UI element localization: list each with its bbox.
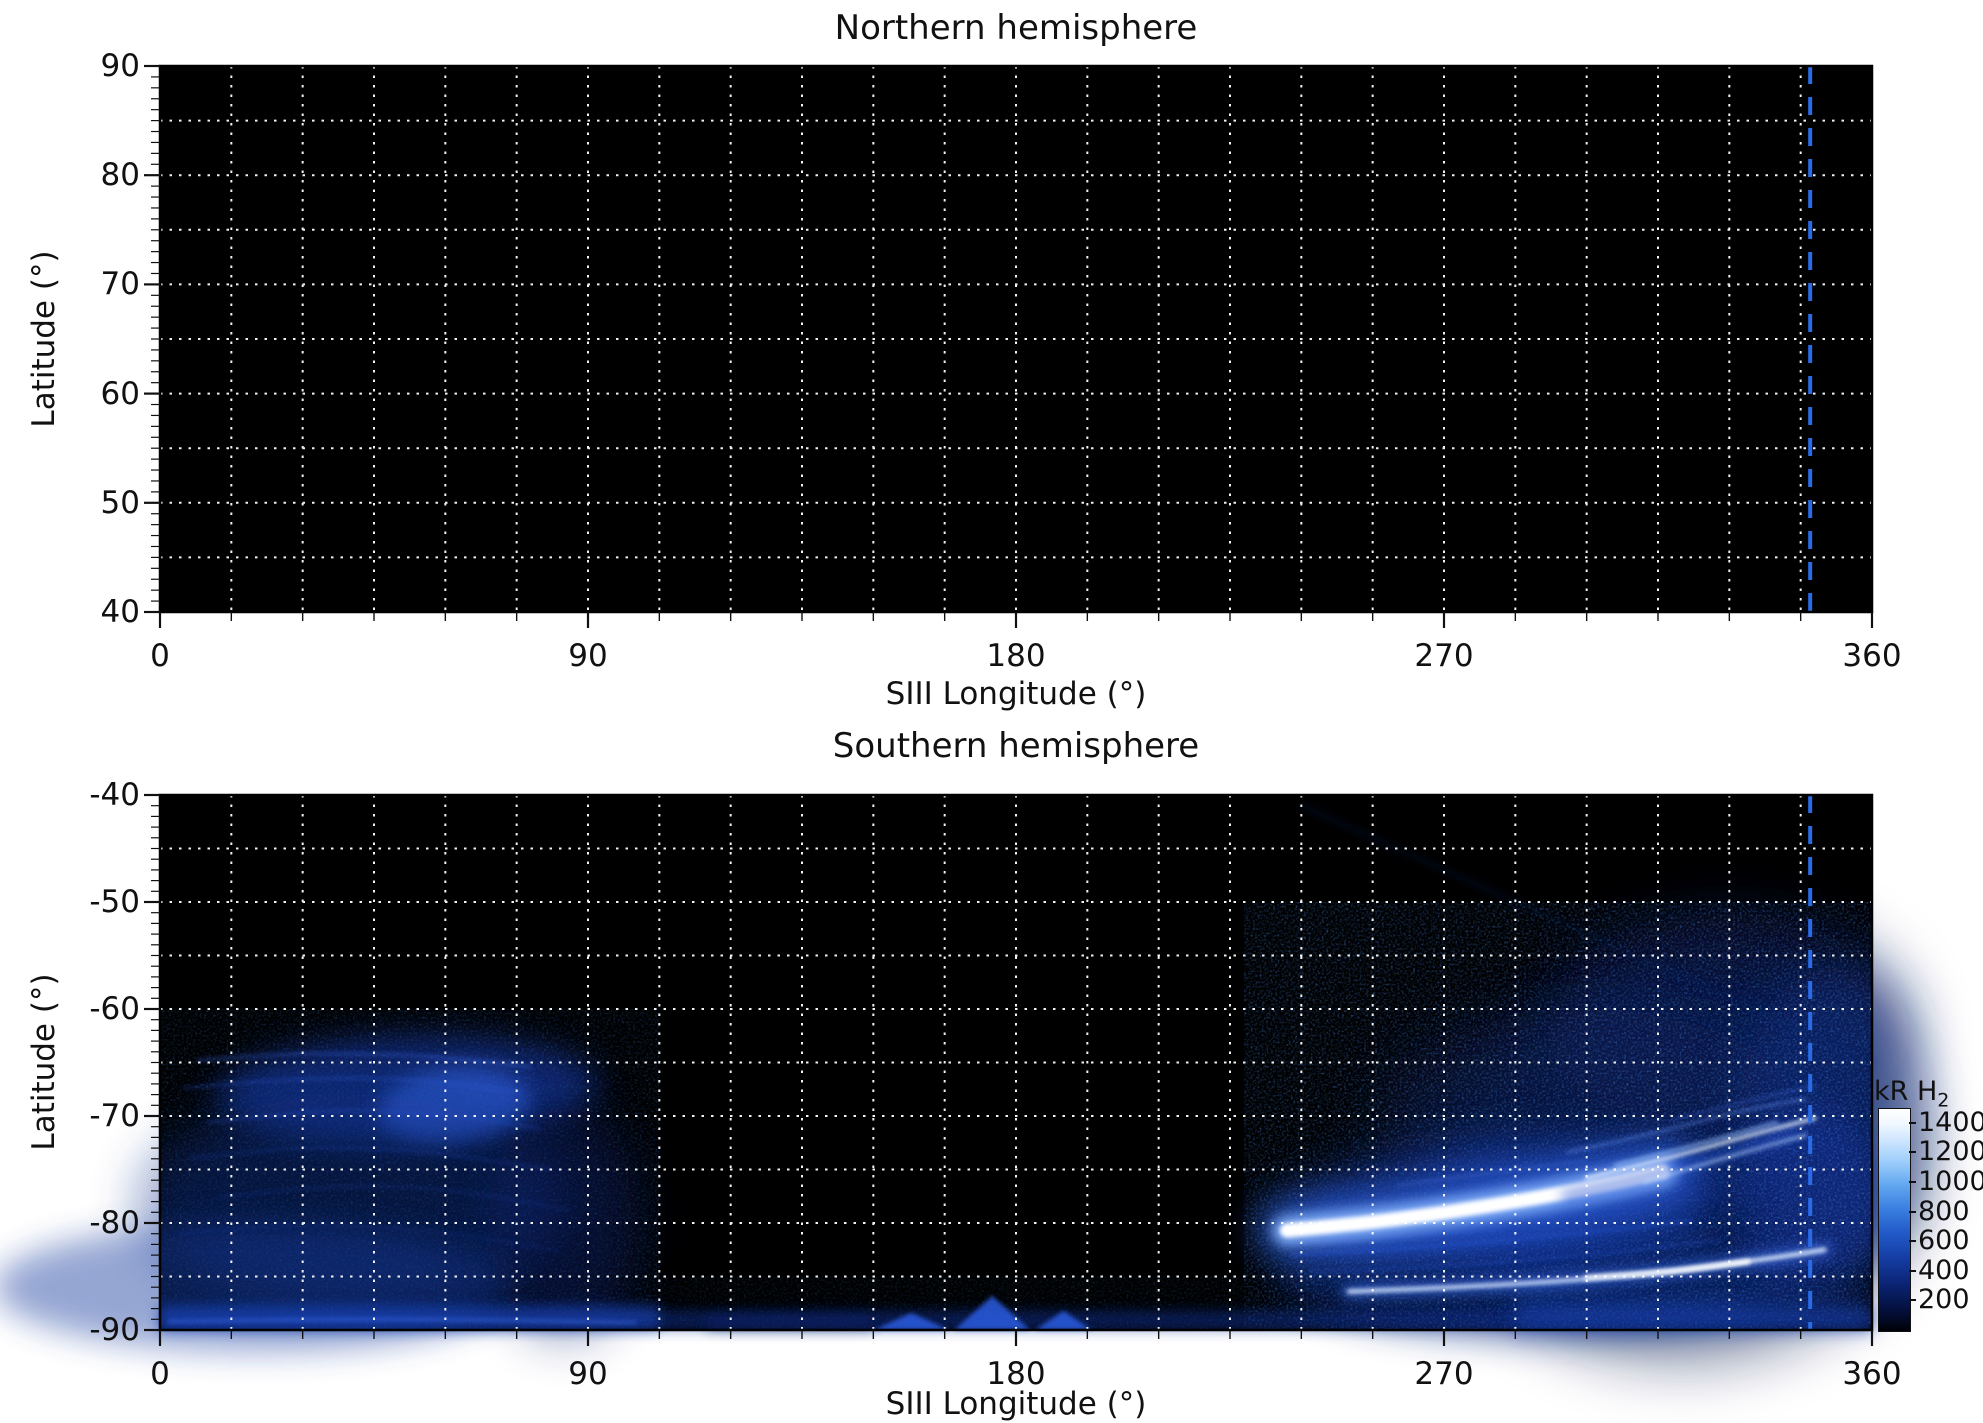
colorbar-tick-label: 800 — [1918, 1195, 1970, 1227]
colorbar-tick-mark — [1909, 1151, 1916, 1154]
x-tick-label: 0 — [150, 638, 170, 674]
x-tick-label: 180 — [986, 1356, 1046, 1392]
y-tick-label: 80 — [100, 157, 140, 194]
south-panel-title: Southern hemisphere — [832, 726, 1200, 766]
colorbar-tick-mark — [1909, 1299, 1916, 1302]
x-tick-label: 90 — [568, 1356, 608, 1392]
y-tick-label: 90 — [100, 48, 140, 84]
y-tick-label: 60 — [100, 375, 140, 412]
colorbar-tick-mark — [1909, 1269, 1916, 1272]
south-plot — [0, 793, 1930, 1363]
y-tick-label: -80 — [89, 1205, 140, 1241]
colorbar-tick-label: 1000 — [1918, 1166, 1983, 1197]
axis-ticks — [144, 64, 1874, 628]
x-tick-label: 360 — [1842, 638, 1902, 674]
north-heatmap — [144, 64, 1874, 628]
x-tick-label: 360 — [1842, 1356, 1902, 1392]
south-x-axis-label: SIII Longitude (°) — [885, 1386, 1147, 1422]
colorbar-tick-mark — [1909, 1181, 1916, 1183]
colorbar-tick-label: 1200 — [1918, 1136, 1983, 1168]
colorbar-tick-label: 400 — [1918, 1254, 1970, 1286]
y-tick-label: 70 — [100, 266, 140, 303]
north-x-axis-label: SIII Longitude (°) — [885, 676, 1147, 712]
colorbar-tick-label: 200 — [1918, 1284, 1970, 1316]
colorbar-tick-mark — [1909, 1210, 1916, 1213]
north-y-axis-label: Latitude (°) — [26, 250, 62, 428]
x-tick-label: 0 — [150, 1356, 170, 1392]
x-tick-label: 270 — [1414, 1356, 1474, 1392]
y-tick-label: 40 — [100, 594, 140, 630]
colorbar-tick-label: 1400 — [1918, 1106, 1983, 1138]
colorbar-tick-label: 600 — [1918, 1225, 1970, 1257]
axis-ticks — [144, 793, 1874, 1346]
colorbar-label: kR H2 — [1874, 1076, 1949, 1111]
colorbar-label-main: kR H — [1874, 1076, 1938, 1107]
south-heatmap — [0, 793, 1930, 1363]
north-panel-title: Northern hemisphere — [834, 8, 1198, 48]
grid-lines — [160, 66, 1872, 612]
x-tick-label: 180 — [986, 638, 1046, 674]
x-tick-label: 270 — [1414, 638, 1474, 674]
colorbar-tick-mark — [1909, 1121, 1916, 1124]
colorbar-label-sub: 2 — [1937, 1089, 1950, 1112]
grid-lines — [160, 795, 1872, 1330]
x-tick-label: 90 — [568, 638, 608, 674]
y-tick-label: -40 — [89, 777, 140, 813]
y-tick-label: -50 — [89, 884, 140, 920]
y-tick-label: -70 — [89, 1098, 140, 1134]
y-tick-label: 50 — [100, 484, 140, 521]
colorbar-gradient — [1878, 1108, 1911, 1332]
south-y-axis-label: Latitude (°) — [26, 973, 62, 1151]
y-tick-label: -90 — [89, 1312, 140, 1348]
colorbar-tick-mark — [1909, 1240, 1916, 1243]
y-tick-label: -60 — [89, 991, 140, 1027]
north-plot — [144, 64, 1874, 628]
